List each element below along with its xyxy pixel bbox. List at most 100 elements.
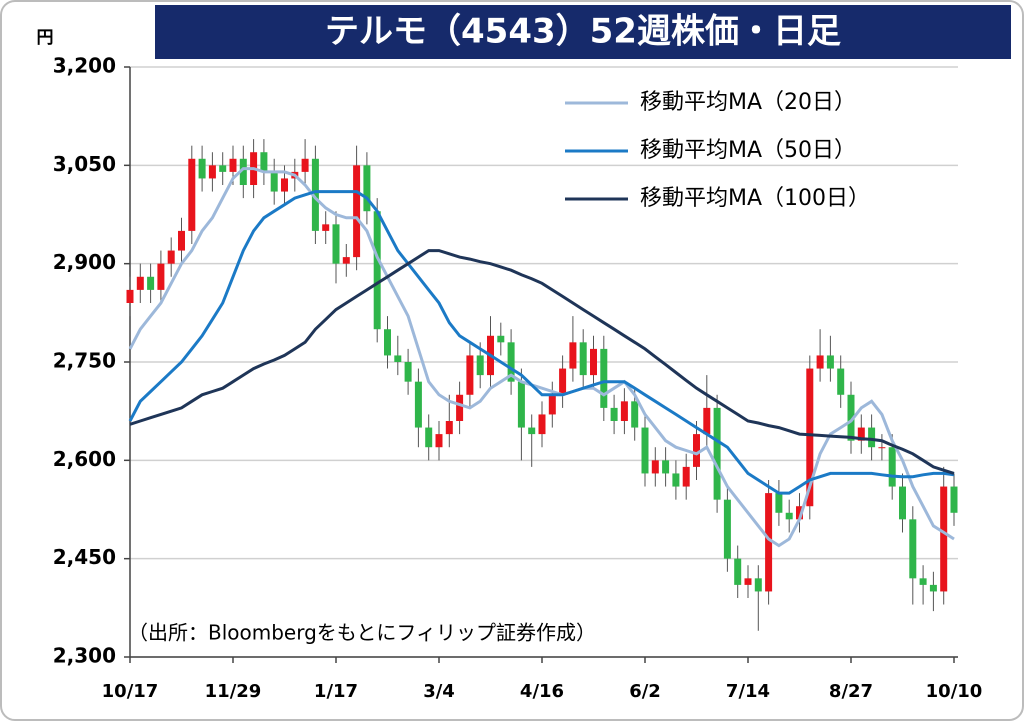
chart-title: テルモ（4543）52週株価・日足 xyxy=(325,12,841,52)
x-tick-label: 1/17 xyxy=(314,681,358,702)
candle-body xyxy=(631,401,639,428)
candle-body xyxy=(744,578,752,585)
candle-body xyxy=(765,493,773,592)
candle-body xyxy=(178,230,185,251)
candle-body xyxy=(682,466,690,487)
candle-body xyxy=(796,506,803,520)
candle-body xyxy=(888,447,896,487)
candle-body xyxy=(857,427,865,441)
candle-body xyxy=(414,381,422,428)
candle-body xyxy=(198,158,206,179)
candle-body xyxy=(672,473,680,487)
candle-body xyxy=(590,348,597,376)
y-tick-label: 3,200 xyxy=(53,54,116,78)
candle-body xyxy=(394,355,402,362)
candle-body xyxy=(538,414,546,435)
candle-body xyxy=(610,407,618,421)
candle-body xyxy=(425,427,433,448)
candle-body xyxy=(301,158,309,172)
candle-body xyxy=(435,434,443,448)
candle-body xyxy=(816,355,824,369)
candle-body xyxy=(281,178,288,192)
candle-body xyxy=(517,381,525,428)
candle-body xyxy=(342,257,350,264)
candle-body xyxy=(497,335,505,343)
candle-body xyxy=(476,355,484,376)
y-tick-label: 3,050 xyxy=(53,152,116,176)
x-tick-label: 10/17 xyxy=(102,681,159,702)
x-tick-label: 8/27 xyxy=(829,681,873,702)
x-tick-label: 3/4 xyxy=(423,681,455,702)
ma-line xyxy=(128,167,955,548)
candle-body xyxy=(384,329,391,356)
candle-body xyxy=(126,289,134,303)
candle-body xyxy=(559,368,567,395)
y-tick-label: 2,450 xyxy=(53,545,116,569)
candle-body xyxy=(734,558,742,585)
candle-body xyxy=(569,342,577,369)
title-box xyxy=(155,5,1011,59)
candle-body xyxy=(239,158,247,185)
candle-body xyxy=(548,394,556,415)
candle-body xyxy=(136,276,144,290)
candle-body xyxy=(919,578,927,585)
candle-body xyxy=(620,401,628,421)
candle-body xyxy=(713,407,721,500)
candle-body xyxy=(404,362,412,382)
y-unit: 円 xyxy=(37,28,54,48)
y-tick-label: 2,600 xyxy=(53,447,116,471)
candle-body xyxy=(940,486,948,592)
candle-body xyxy=(332,224,340,264)
ma-line xyxy=(129,249,955,475)
candle-body xyxy=(899,486,906,520)
legend-label: 移動平均MA（100日） xyxy=(640,186,870,211)
y-tick-label: 2,300 xyxy=(53,644,116,668)
x-tick-label: 10/10 xyxy=(926,681,983,702)
candle-body xyxy=(260,152,268,172)
candle-body xyxy=(456,394,464,421)
candle-body xyxy=(270,171,278,192)
legend-label: 移動平均MA（50日） xyxy=(640,138,856,163)
candle-body xyxy=(662,460,670,474)
ma-line xyxy=(128,190,955,495)
candle-body xyxy=(651,460,659,474)
candle-body xyxy=(837,368,845,395)
candle-body xyxy=(167,250,175,264)
candle-body xyxy=(909,519,917,579)
candle-body xyxy=(363,165,371,212)
candle-body xyxy=(507,342,515,382)
x-tick-label: 7/14 xyxy=(726,681,770,702)
candle-body xyxy=(219,165,227,172)
candle-body xyxy=(868,427,876,448)
candle-body xyxy=(147,276,155,290)
source-note: （出所：Bloombergをもとにフィリップ証券作成） xyxy=(128,621,596,645)
candle-body xyxy=(353,165,361,258)
candle-body xyxy=(754,578,762,592)
candle-body xyxy=(528,427,536,435)
x-tick-label: 11/29 xyxy=(205,681,262,702)
candle-body xyxy=(703,407,711,435)
candle-body xyxy=(950,486,958,513)
candle-body xyxy=(878,447,886,449)
candle-body xyxy=(929,584,937,592)
x-tick-label: 4/16 xyxy=(520,681,564,702)
candle-body xyxy=(157,263,165,290)
candle-body xyxy=(600,348,608,408)
candle-body xyxy=(847,394,855,441)
candle-body xyxy=(693,434,700,467)
candle-body xyxy=(322,224,330,231)
candle-body xyxy=(579,342,587,376)
candle-body xyxy=(775,493,783,513)
candle-body xyxy=(641,427,649,474)
y-tick-label: 2,750 xyxy=(53,349,116,373)
candle-body xyxy=(445,421,453,435)
y-tick-label: 2,900 xyxy=(53,250,116,274)
candle-body xyxy=(373,211,381,330)
candle-body xyxy=(826,355,834,369)
candle-body xyxy=(466,355,474,395)
candle-body xyxy=(785,512,793,520)
candle-body xyxy=(208,165,216,179)
candle-body xyxy=(188,158,196,231)
x-tick-label: 6/2 xyxy=(629,681,661,702)
